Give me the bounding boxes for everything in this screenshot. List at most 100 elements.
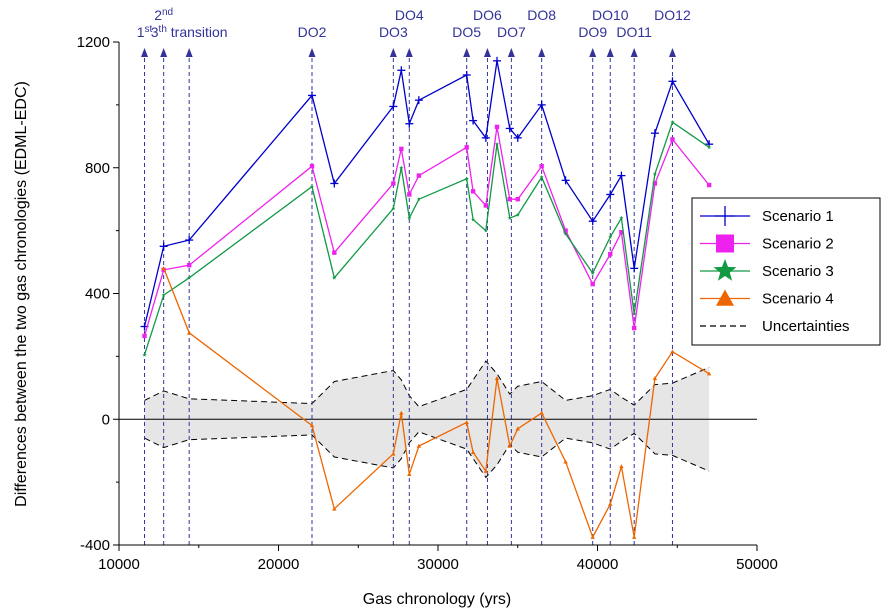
data-point xyxy=(391,206,396,211)
transition-arrowhead xyxy=(389,48,397,57)
data-point xyxy=(505,124,514,133)
transition-label: DO9 xyxy=(578,24,607,40)
series-line xyxy=(143,126,710,337)
transition-label: DO4 xyxy=(395,7,424,23)
series-line xyxy=(143,121,710,355)
data-point xyxy=(608,234,613,239)
data-point xyxy=(142,352,147,357)
data-point xyxy=(416,197,421,201)
data-point xyxy=(405,119,414,128)
data-point xyxy=(493,56,502,65)
transition-marker: 3th transition xyxy=(151,24,228,545)
y-tick-label: 400 xyxy=(85,286,110,303)
transition-label: DO10 xyxy=(592,7,629,23)
data-point xyxy=(630,264,639,273)
data-point xyxy=(159,242,168,251)
series-2 xyxy=(142,124,712,339)
data-point xyxy=(416,173,422,178)
transition-label: 3th transition xyxy=(151,24,228,40)
data-point xyxy=(471,217,476,222)
transition-arrowhead xyxy=(405,48,413,57)
data-point xyxy=(470,450,476,455)
data-point xyxy=(469,116,478,125)
data-point xyxy=(537,100,546,109)
legend-label: Scenario 3 xyxy=(762,263,834,280)
transition-marker: 1st xyxy=(137,24,153,545)
legend-marker xyxy=(713,259,737,281)
transition-label: DO2 xyxy=(298,24,327,40)
x-tick-label: 10000 xyxy=(98,556,140,573)
legend-label: Scenario 1 xyxy=(762,208,834,225)
data-point xyxy=(539,163,544,169)
data-point xyxy=(186,263,192,268)
transition-label: 2nd xyxy=(154,7,173,23)
series-3 xyxy=(142,120,712,357)
uncertainty-lower-line xyxy=(144,431,710,479)
legend-label: Uncertainties xyxy=(762,318,850,335)
data-point xyxy=(414,96,423,105)
y-tick-label: 1200 xyxy=(77,34,110,51)
data-point xyxy=(563,459,568,464)
transition-marker: DO9 xyxy=(578,24,607,545)
data-point xyxy=(470,189,476,194)
data-point xyxy=(416,443,422,448)
legend-entry: Scenario 4 xyxy=(700,289,834,308)
data-point xyxy=(464,176,469,181)
transition-marker: DO8 xyxy=(527,7,556,545)
data-point xyxy=(399,165,404,170)
transition-arrowhead xyxy=(507,48,515,57)
data-point xyxy=(507,196,512,202)
transition-marker: DO6 xyxy=(473,7,502,545)
data-point xyxy=(332,250,337,255)
data-point xyxy=(539,410,544,415)
data-point xyxy=(631,325,637,331)
legend-entry: Scenario 2 xyxy=(700,234,834,253)
transition-label: DO3 xyxy=(379,24,408,40)
transition-label: 1st xyxy=(137,24,153,40)
transition-marker: DO2 xyxy=(298,24,327,545)
transition-label: DO5 xyxy=(452,24,481,40)
data-point xyxy=(464,145,469,150)
data-point xyxy=(515,196,520,202)
data-point xyxy=(707,145,712,150)
data-point xyxy=(142,333,147,339)
data-point xyxy=(561,176,570,185)
data-point xyxy=(462,71,471,80)
uncertainty-upper-line xyxy=(144,360,710,408)
transition-arrowhead xyxy=(589,48,597,57)
data-point xyxy=(407,472,412,477)
x-tick-label: 50000 xyxy=(736,556,778,573)
transition-marker: DO5 xyxy=(452,24,481,545)
data-point xyxy=(706,182,712,188)
data-point xyxy=(161,292,166,297)
transition-label: DO11 xyxy=(616,24,652,40)
data-point xyxy=(652,171,657,176)
data-point xyxy=(330,179,339,188)
transition-arrowhead xyxy=(606,48,614,57)
data-point xyxy=(187,275,192,280)
legend-marker xyxy=(716,234,734,253)
data-point xyxy=(652,181,658,186)
data-point xyxy=(668,77,677,86)
transition-marker: DO11 xyxy=(616,24,652,545)
transition-arrowhead xyxy=(185,48,193,57)
data-point xyxy=(464,420,469,425)
data-point xyxy=(309,423,315,428)
legend-label: Scenario 2 xyxy=(762,236,834,253)
data-point xyxy=(399,146,404,152)
x-tick-label: 30000 xyxy=(417,556,459,573)
transition-label: DO6 xyxy=(473,7,502,23)
data-point xyxy=(513,133,522,142)
data-point xyxy=(309,184,315,189)
legend-marker xyxy=(716,289,734,306)
transition-marker: DO10 xyxy=(592,7,629,545)
transition-label: DO7 xyxy=(497,24,526,40)
data-point xyxy=(670,137,675,142)
data-point xyxy=(617,171,626,180)
data-point xyxy=(588,217,597,226)
data-point xyxy=(332,506,337,511)
data-point xyxy=(619,229,624,235)
data-point xyxy=(706,371,712,376)
